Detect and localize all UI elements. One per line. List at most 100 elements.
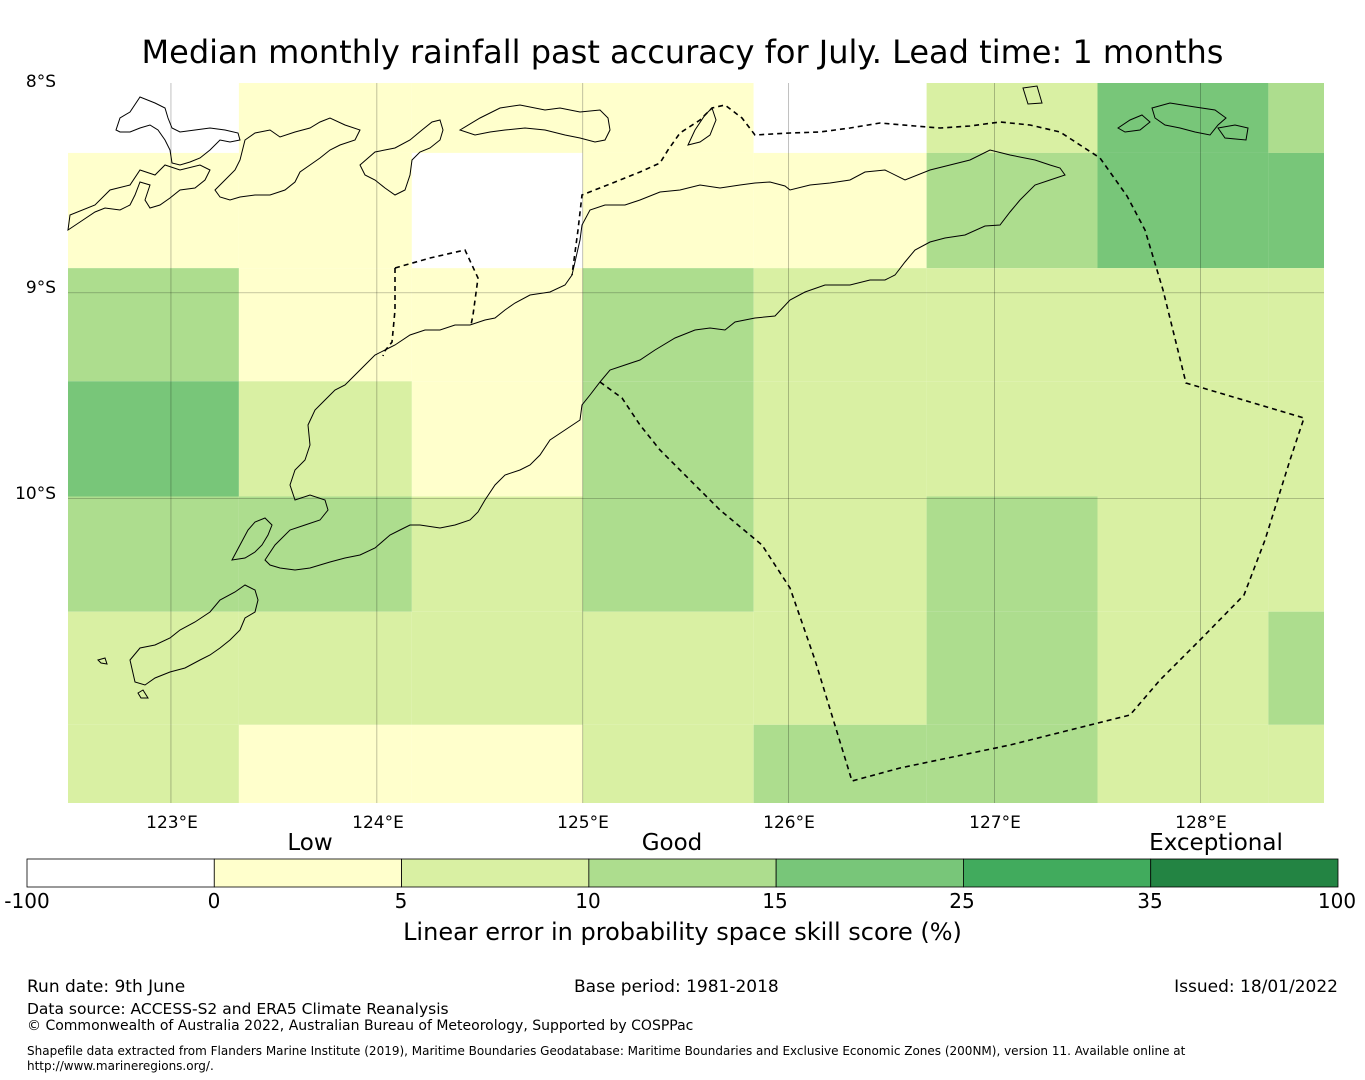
skill-cell [582, 611, 754, 725]
colorbar-tick: 35 [1137, 889, 1163, 913]
skill-cell [411, 496, 583, 612]
lon-label-127e: 127°E [969, 813, 1021, 833]
colorbar-tick: -100 [4, 889, 50, 913]
skill-cell [238, 611, 412, 725]
colorbar-category-low: Low [287, 830, 333, 856]
skill-cell [926, 381, 1098, 497]
skill-cell [411, 724, 583, 803]
shapefile-url: http://www.marineregions.org/. [27, 1059, 214, 1073]
wetar-coast [458, 104, 611, 143]
colorbar-swatch [775, 858, 964, 888]
colorbar-swatch [213, 858, 402, 888]
alor-east-coast [359, 119, 444, 196]
colorbar-label: Linear error in probability space skill … [403, 918, 962, 946]
lon-label-123e: 123°E [146, 813, 198, 833]
skill-cell [1268, 496, 1324, 612]
lat-label-8s: 8°S [25, 72, 56, 92]
skill-cell [753, 268, 927, 382]
small-islet-2 [137, 689, 149, 699]
skill-cell [926, 152, 1098, 269]
skill-cell [411, 83, 583, 153]
colorbar-tick: 100 [1317, 889, 1357, 913]
skill-cell [238, 496, 412, 612]
skill-cell [582, 724, 754, 803]
colorbar-category-exceptional: Exceptional [1149, 830, 1283, 856]
kisar-island [1151, 102, 1227, 136]
skill-cell [582, 381, 754, 497]
graticule [68, 83, 1324, 803]
skill-cell [753, 152, 927, 269]
skill-cell [68, 152, 239, 269]
lon-label-125e: 125°E [557, 813, 609, 833]
skill-cell [68, 83, 239, 153]
skill-cell [926, 268, 1098, 382]
lembata-coast [115, 96, 241, 166]
skill-cell [411, 381, 583, 497]
skill-cell [582, 152, 754, 269]
skill-cell [68, 268, 239, 382]
skill-cell [1268, 611, 1324, 725]
map-title: Median monthly rainfall past accuracy fo… [141, 33, 1224, 71]
skill-cell [1097, 611, 1269, 725]
skill-cell [411, 268, 583, 382]
small-islet-1 [97, 657, 108, 665]
leti-island [1022, 85, 1043, 105]
skill-cell [926, 496, 1098, 612]
timor-north-coast [264, 149, 1066, 571]
colorbar-tick: 0 [207, 889, 221, 913]
colorbar-tick: 10 [575, 889, 601, 913]
lakor-island [1217, 124, 1249, 141]
colorbar-category-good: Good [641, 830, 703, 856]
skill-cell [1097, 152, 1269, 269]
skill-cell [582, 83, 754, 153]
skill-cell [753, 611, 927, 725]
skill-cell [68, 724, 239, 803]
lat-label-9s: 9°S [25, 278, 56, 298]
skill-cell [238, 381, 412, 497]
pantar-alor-coast [214, 117, 361, 201]
skill-cell [753, 381, 927, 497]
skill-cell [238, 152, 412, 269]
eez-oecusse-2 [394, 249, 479, 326]
colorbar-swatch [588, 858, 777, 888]
eez-boundary [382, 104, 1306, 782]
skill-cell [926, 83, 1098, 153]
skill-cell [1097, 724, 1269, 803]
colorbar [26, 858, 1339, 888]
lat-label-10s: 10°S [15, 484, 56, 504]
skill-cell [1268, 152, 1324, 269]
skill-cell [753, 83, 927, 153]
flores-east-coast [67, 164, 211, 232]
skill-cell [1097, 381, 1269, 497]
colorbar-swatch [963, 858, 1152, 888]
skill-cell [582, 268, 754, 382]
data-source: Data source: ACCESS-S2 and ERA5 Climate … [27, 1000, 449, 1018]
issued-date: Issued: 18/01/2022 [1174, 977, 1338, 997]
eez-oecusse [382, 268, 396, 357]
skill-cell [582, 496, 754, 612]
moa-island [1117, 114, 1151, 133]
colorbar-swatch [401, 858, 590, 888]
skill-cell [238, 83, 412, 153]
skill-cell [1268, 268, 1324, 382]
skill-cell [411, 611, 583, 725]
copyright: © Commonwealth of Australia 2022, Austra… [27, 1018, 694, 1034]
skill-cell [238, 724, 412, 803]
rote-coast [231, 517, 273, 561]
skill-cell [68, 381, 239, 497]
skill-cell [1097, 83, 1269, 153]
lon-label-124e: 124°E [352, 813, 404, 833]
eez-timor-leste-main [571, 104, 1306, 782]
skill-cell [1097, 496, 1269, 612]
skill-cell [753, 496, 927, 612]
skill-cell [68, 611, 239, 725]
skill-cell [1097, 268, 1269, 382]
atauro-coast [687, 107, 717, 146]
skill-cell [1268, 724, 1324, 803]
skill-grid-cells [68, 83, 1324, 803]
skill-cell [238, 268, 412, 382]
coastline [67, 85, 1249, 699]
shapefile-credit: Shapefile data extracted from Flanders M… [27, 1044, 1186, 1058]
skill-cell [68, 496, 239, 612]
